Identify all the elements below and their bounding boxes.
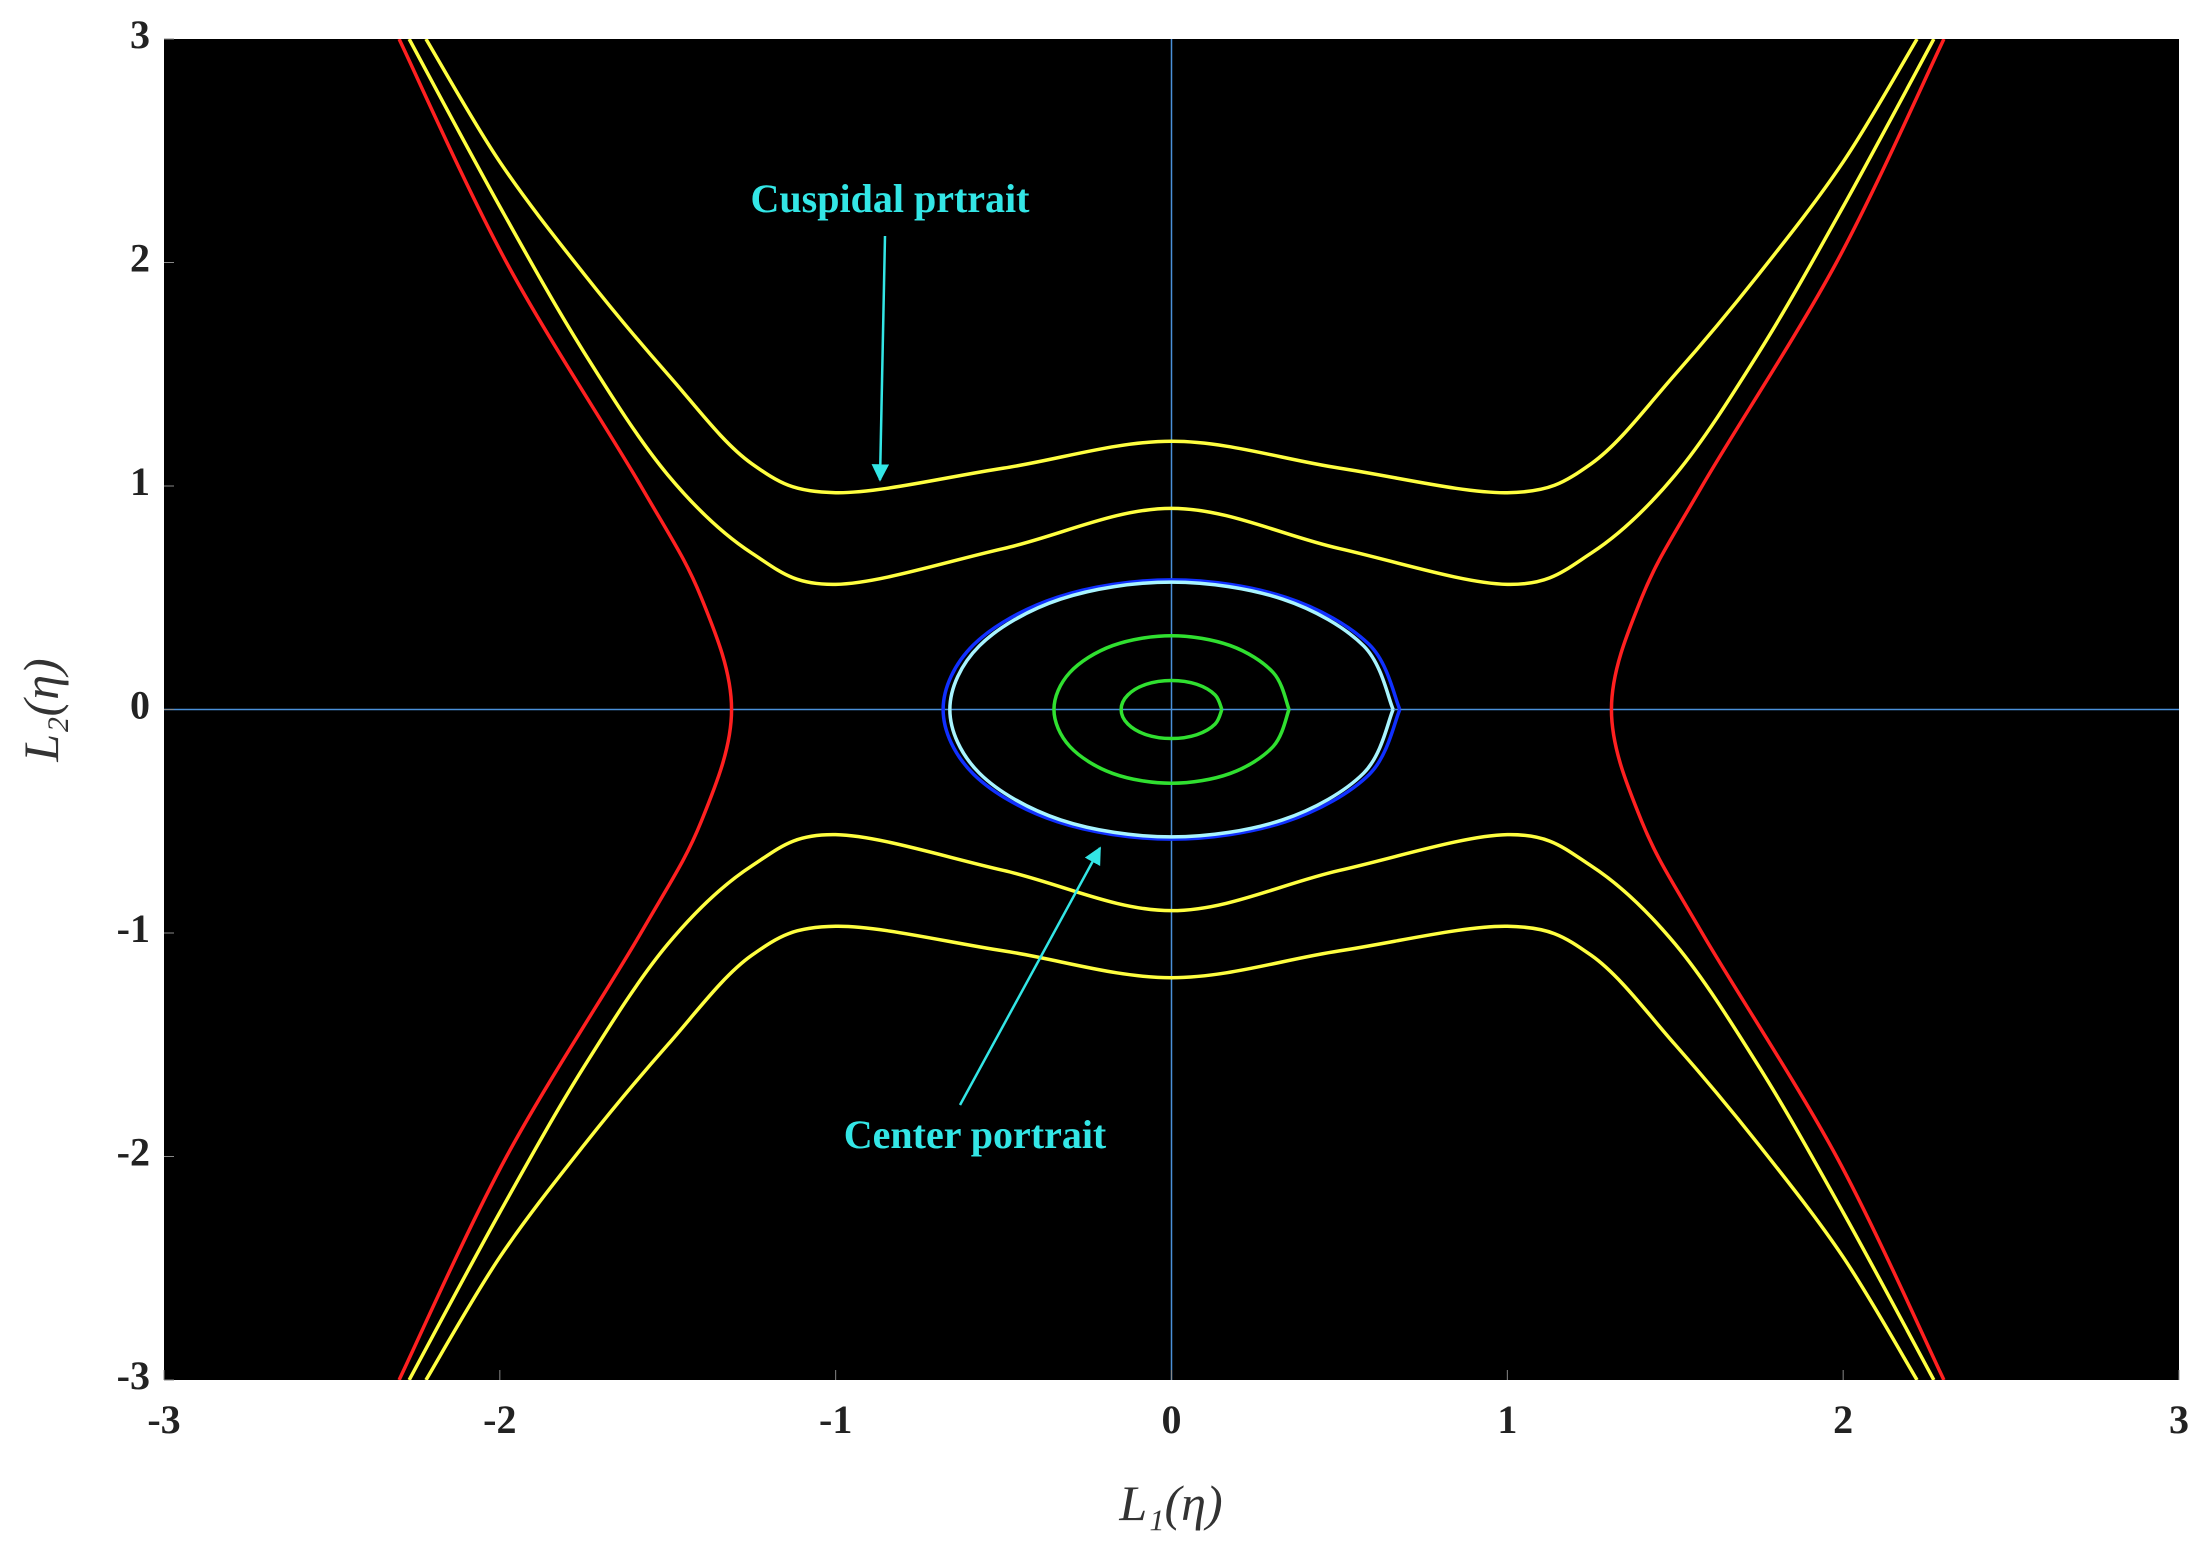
curve — [1609, 39, 1946, 1380]
curve — [407, 39, 1936, 587]
x-tick-label: 1 — [1497, 1397, 1517, 1442]
y-tick-label: -1 — [117, 906, 150, 951]
curve — [424, 39, 1919, 495]
x-tick-label: -3 — [147, 1397, 180, 1442]
annotation: Cuspidal prtrait — [751, 176, 1031, 221]
curve — [1119, 678, 1224, 741]
x-tick-label: -1 — [819, 1397, 852, 1442]
y-tick-label: 3 — [130, 12, 150, 57]
y-tick-label: 2 — [130, 236, 150, 281]
curve — [1052, 633, 1291, 786]
x-tick-label: 0 — [1162, 1397, 1182, 1442]
x-tick-label: -2 — [483, 1397, 516, 1442]
annotation: Center portrait — [844, 1112, 1107, 1157]
curve — [948, 580, 1395, 839]
curve — [424, 924, 1919, 1380]
annotation-arrow — [958, 846, 1102, 1106]
curve — [407, 832, 1936, 1380]
x-axis-label: L₁(η) — [1118, 1475, 1222, 1531]
curves — [397, 39, 1946, 1380]
y-tick-label: -2 — [117, 1130, 150, 1175]
y-tick-label: 0 — [130, 683, 150, 728]
x-tick-label: 2 — [1833, 1397, 1853, 1442]
curve — [397, 39, 734, 1380]
y-tick-label: 1 — [130, 459, 150, 504]
y-axis-label: L₂(η) — [13, 658, 69, 762]
x-tick-label: 3 — [2169, 1397, 2189, 1442]
curve — [941, 578, 1402, 841]
annotation-arrow — [871, 235, 890, 482]
y-tick-label: -3 — [117, 1353, 150, 1398]
